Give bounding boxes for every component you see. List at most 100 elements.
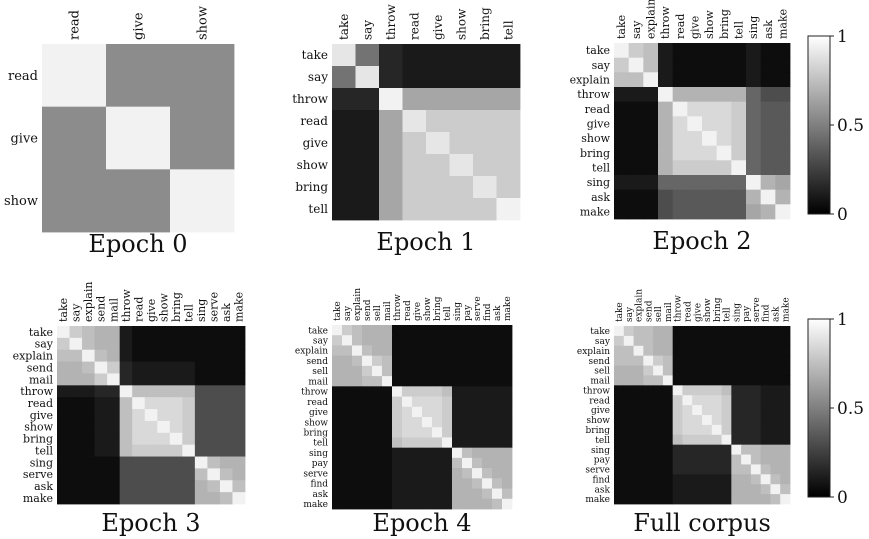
heatmap-cell: [379, 110, 403, 133]
row-label: say: [308, 70, 328, 84]
heatmap-cell: [57, 361, 70, 374]
heatmap-cell: [422, 355, 433, 367]
column-label: tell: [733, 21, 746, 39]
heatmap-cell: [219, 444, 233, 457]
heatmap-cell: [94, 337, 108, 351]
heatmap-cell: [69, 385, 83, 398]
heatmap-cell: [219, 468, 233, 481]
heatmap-cell: [711, 444, 722, 455]
heatmap-cell: [332, 88, 356, 111]
heatmap-cell: [442, 355, 453, 367]
heatmap-cell: [207, 468, 221, 481]
heatmap-cell: [687, 175, 703, 191]
heatmap-cell: [362, 457, 373, 469]
heatmap-cell: [692, 464, 703, 475]
heatmap-cell: [107, 349, 121, 362]
heatmap-cell: [157, 432, 171, 446]
heatmap-cell: [57, 480, 70, 493]
heatmap-cell: [57, 409, 70, 422]
heatmap-cell: [402, 406, 413, 418]
column-label: pay: [463, 304, 473, 321]
heatmap-cell: [352, 376, 363, 387]
heatmap-cell: [741, 385, 752, 396]
heatmap-cell: [741, 355, 752, 366]
column-label: bring: [478, 7, 492, 40]
heatmap-cell: [702, 189, 718, 205]
row-label: show: [4, 194, 38, 209]
row-label: show: [297, 158, 329, 172]
heatmap-cell: [412, 478, 423, 489]
heatmap-cell: [412, 355, 423, 367]
heatmap-cell: [462, 335, 473, 346]
heatmap-cell: [119, 337, 133, 351]
heatmap-cell: [332, 154, 356, 177]
heatmap-cell: [672, 87, 688, 103]
heatmap-cell: [169, 326, 183, 339]
heatmap-cell: [232, 385, 246, 398]
heatmap-cell: [232, 444, 246, 457]
heatmap-cell: [643, 424, 654, 436]
heatmap-cell: [452, 427, 463, 438]
heatmap-cell: [472, 325, 483, 336]
heatmap-cell: [82, 492, 95, 505]
column-label: give: [689, 16, 702, 39]
heatmap-cell: [352, 468, 363, 479]
heatmap-cell: [382, 478, 393, 489]
heatmap-cell: [232, 326, 246, 339]
heatmap-cell: [332, 478, 343, 489]
colorbar-fill: [807, 318, 831, 498]
heatmap-cell: [194, 492, 208, 505]
row-label: bring: [586, 426, 611, 436]
heatmap-cell: [57, 444, 70, 457]
heatmap-cell: [402, 488, 413, 500]
heatmap-cell: [82, 444, 95, 457]
heatmap-cell: [623, 474, 634, 485]
row-label: throw: [583, 386, 610, 396]
heatmap-cell: [623, 405, 634, 416]
heatmap-cell: [449, 44, 474, 67]
heatmap-cell: [442, 427, 453, 438]
heatmap-cell: [716, 189, 732, 205]
heatmap-cell: [760, 204, 776, 220]
heatmap-cell: [382, 457, 393, 469]
heatmap-cell: [623, 326, 634, 337]
heatmap-cell: [402, 386, 413, 397]
colorbar-tick-label: 1: [837, 27, 848, 47]
row-label: sing: [591, 446, 610, 456]
row-label: throw: [292, 92, 329, 106]
heatmap-cell: [711, 405, 722, 416]
heatmap-cell: [643, 385, 654, 396]
heatmap-cell: [702, 72, 718, 88]
panel-title: Epoch 0: [88, 230, 187, 258]
heatmap-cell: [687, 204, 703, 220]
heatmap-cell: [372, 386, 383, 397]
heatmap-cell: [750, 444, 762, 455]
heatmap-cell: [132, 349, 146, 362]
heatmap-cell: [119, 456, 133, 469]
heatmap-cell: [672, 131, 688, 147]
heatmap-cell: [372, 478, 383, 489]
heatmap-cell: [352, 365, 363, 377]
heatmap-cell: [462, 406, 473, 418]
heatmap-cell: [760, 335, 771, 347]
heatmap-cell: [157, 492, 171, 505]
heatmap-cell: [692, 424, 703, 436]
heatmap-cell: [472, 335, 483, 346]
column-label: show: [703, 298, 713, 322]
heatmap-cell: [182, 397, 196, 410]
column-label: take: [615, 302, 625, 322]
heatmap-cell: [623, 424, 634, 436]
heatmap-cell: [502, 427, 513, 438]
heatmap-cell: [760, 365, 771, 376]
heatmap-cell: [182, 432, 196, 446]
heatmap-cell: [402, 110, 427, 133]
heatmap-cell: [342, 365, 353, 377]
heatmap-cell: [760, 444, 771, 455]
heatmap-cell: [332, 376, 343, 387]
heatmap-cell: [342, 488, 353, 500]
heatmap-cell: [760, 405, 771, 416]
heatmap-cell: [662, 345, 674, 357]
heatmap-cell: [658, 204, 674, 220]
heatmap-cell: [232, 373, 246, 386]
heatmap-cell: [132, 409, 146, 422]
